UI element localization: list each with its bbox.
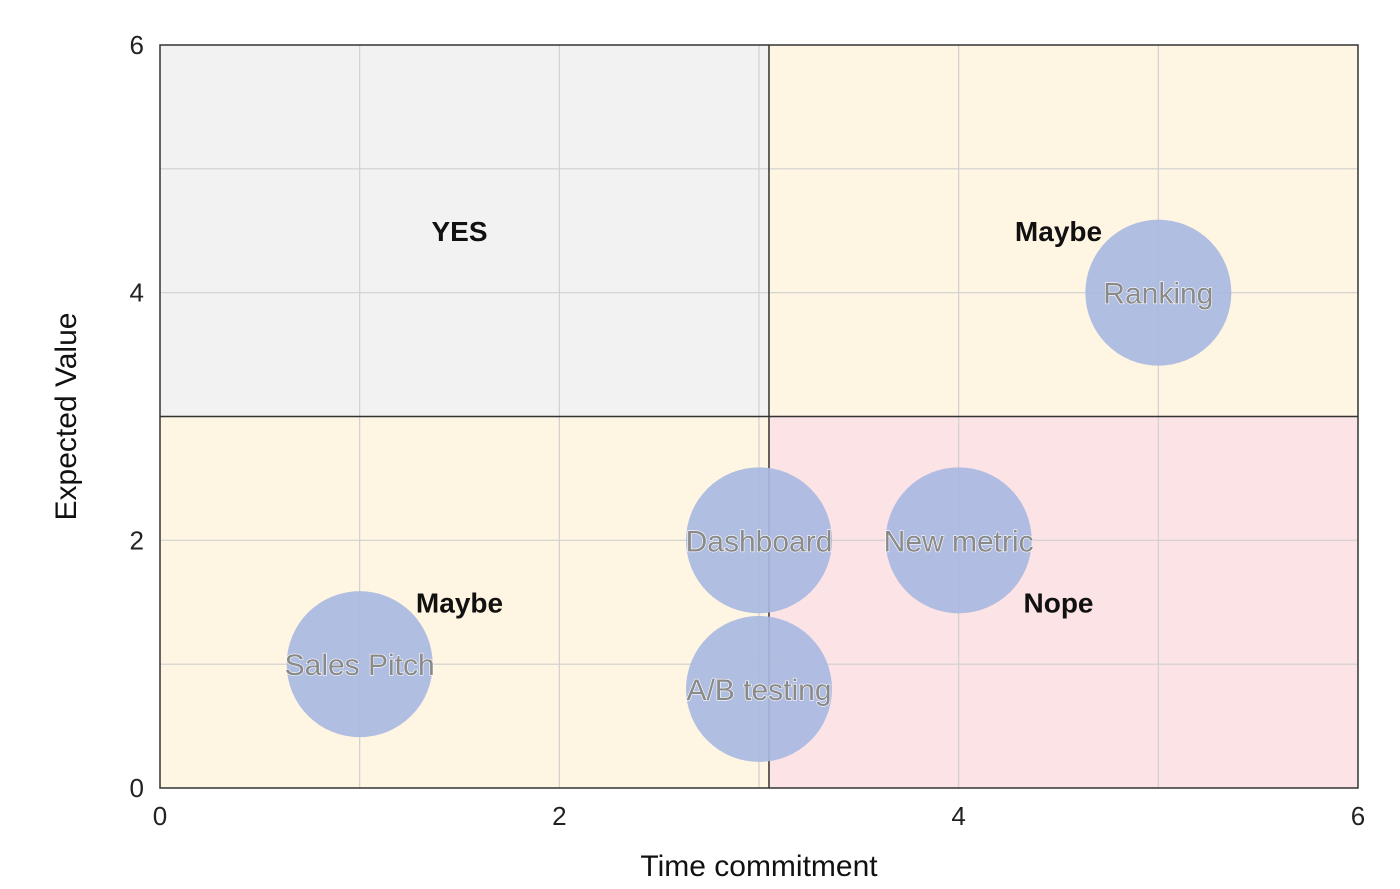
quadrant-top-left (160, 45, 769, 417)
bubble-label: A/B testing (686, 674, 831, 707)
bubble-circle (885, 467, 1032, 614)
bubble-label: New metric (884, 525, 1034, 558)
bubble-a-b-testing (686, 615, 832, 762)
quadrant-label-bottom-left: Maybe (416, 587, 503, 618)
quadrant-labels: YES Maybe Maybe Nope (416, 216, 1102, 619)
axis-ticks: 0 2 4 6 0 2 4 6 (130, 30, 1366, 831)
quadrant-bottom-right (768, 416, 1358, 788)
x-tick-label: 0 (153, 801, 167, 831)
plot-frame (159, 44, 1359, 789)
quadrant-label-top-right: Maybe (1015, 216, 1102, 247)
y-tick-label: 6 (130, 30, 144, 60)
y-tick-label: 4 (130, 278, 144, 308)
bubble-ranking (1085, 219, 1232, 366)
quadrant-backgrounds (160, 45, 1358, 788)
quadrant-label-bottom-right: Nope (1024, 587, 1094, 618)
y-tick-label: 2 (130, 525, 144, 555)
y-tick-label: 0 (130, 773, 144, 803)
bubble-label: Dashboard (686, 525, 833, 558)
bubbles: Ranking Dashboard New metric Sales Pitch A/B… (284, 219, 1232, 762)
x-tick-label: 4 (951, 801, 965, 831)
bubble-dashboard (686, 467, 832, 614)
x-tick-label: 2 (552, 801, 566, 831)
quadrant-bottom-left (160, 416, 769, 788)
quadrant-label-top-left: YES (431, 216, 487, 247)
quadrant-top-right (768, 45, 1358, 417)
bubble-circle (1085, 219, 1232, 366)
x-tick-label: 6 (1351, 801, 1365, 831)
bubble-circle (686, 615, 832, 762)
x-axis-title: Time commitment (640, 850, 878, 883)
bubble-sales-pitch (286, 591, 433, 738)
bubble-circle (686, 467, 832, 614)
bubble-new-metric (885, 467, 1032, 614)
y-axis-title: Expected Value (50, 313, 83, 521)
bubble-label: Ranking (1103, 278, 1213, 311)
bubble-label: Sales Pitch (285, 649, 435, 682)
bubble-circle (286, 591, 433, 738)
